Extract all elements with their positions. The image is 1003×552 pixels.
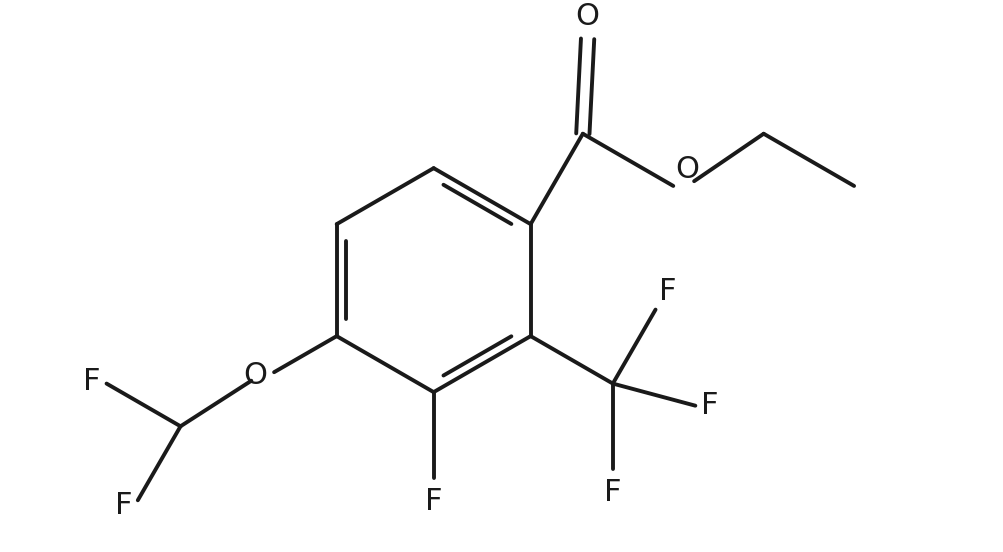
- Text: O: O: [575, 2, 599, 31]
- Text: F: F: [424, 487, 442, 516]
- Text: F: F: [700, 391, 718, 420]
- Text: F: F: [83, 367, 100, 396]
- Text: F: F: [659, 277, 676, 306]
- Text: F: F: [114, 491, 132, 519]
- Text: O: O: [243, 362, 267, 390]
- Text: F: F: [604, 479, 621, 507]
- Text: O: O: [674, 155, 698, 184]
